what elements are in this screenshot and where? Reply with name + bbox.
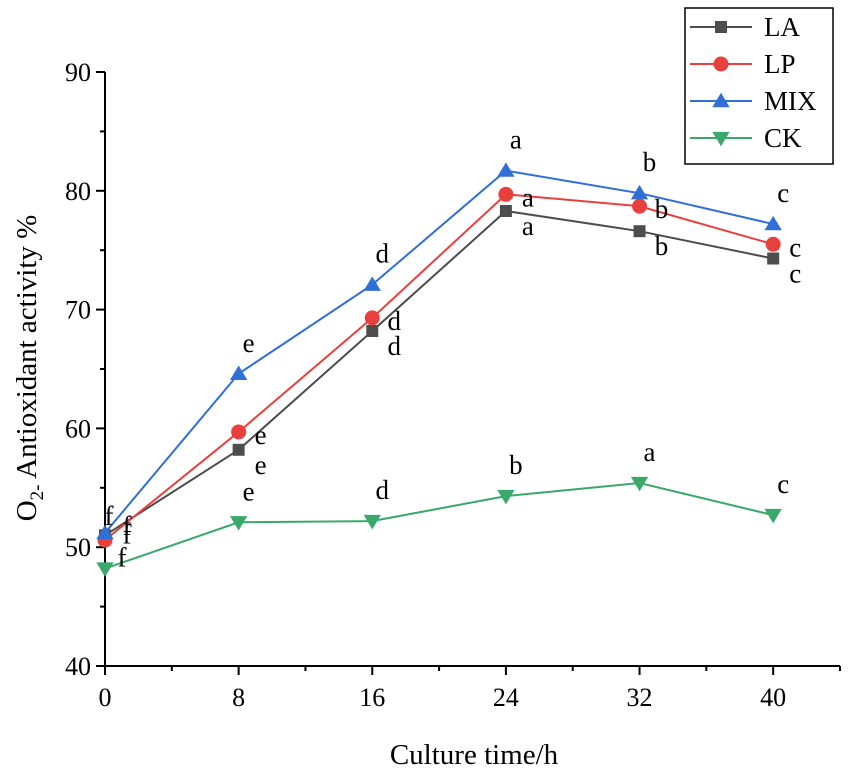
y-tick-label: 80 [65, 177, 91, 206]
y-tick-label: 60 [65, 414, 91, 443]
data-point-mix [630, 184, 649, 200]
sig-label-lp: d [388, 306, 402, 336]
significance-labels: f e d a b c f e d a b c f e d a b c f e d b a c [105, 125, 802, 573]
data-point-la [767, 252, 780, 265]
data-point-ck [229, 516, 248, 531]
legend-label-mix: MIX [764, 86, 817, 116]
data-point-mix [96, 524, 114, 540]
sig-label-ck: b [509, 450, 523, 480]
data-point-mix [497, 162, 515, 177]
data-point-mix [229, 365, 248, 380]
series-line-la [104, 209, 774, 537]
sig-label-mix: f [105, 501, 114, 531]
sig-label-mix: d [376, 239, 390, 269]
y-axis-title-main: O [11, 500, 43, 521]
data-point-lp [231, 424, 247, 440]
series-line-ck [104, 482, 774, 570]
sig-label-lp: e [255, 420, 267, 450]
x-tick-label: 8 [232, 683, 245, 712]
legend-marker-la [715, 21, 727, 33]
sig-label-lp: c [789, 232, 801, 262]
sig-label-mix: e [243, 328, 255, 358]
data-point-la [366, 324, 379, 337]
sig-label-ck: c [777, 469, 789, 499]
y-tick-label: 50 [65, 533, 91, 562]
sig-label-la: c [789, 259, 801, 289]
data-point-ck [764, 508, 782, 524]
data-point-lp [498, 186, 514, 202]
sig-label-la: a [522, 211, 534, 241]
series-line-lp [104, 193, 774, 541]
series-line-mix [104, 169, 774, 534]
data-point-ck [363, 514, 381, 530]
sig-label-mix: c [777, 178, 789, 208]
x-tick-label: 40 [760, 683, 786, 712]
data-point-lp [364, 310, 380, 326]
legend-label-ck: CK [764, 123, 802, 153]
sig-label-ck: d [376, 475, 390, 505]
legend-marker-lp [713, 56, 729, 72]
x-tick-label: 32 [627, 683, 653, 712]
sig-label-la: b [655, 231, 669, 261]
y-axis-title-rest: Antioxidant activity % [11, 215, 43, 485]
data-point-mix [363, 276, 381, 291]
x-tick-label: 0 [99, 683, 112, 712]
sig-label-la: d [388, 331, 402, 361]
series-markers [96, 162, 782, 577]
y-tick-label: 40 [65, 652, 91, 681]
data-point-lp [765, 236, 781, 252]
series-lines [104, 169, 774, 570]
legend-marker-mix [712, 92, 730, 108]
sig-label-ck: f [118, 543, 127, 573]
data-point-ck [96, 562, 114, 577]
sig-label-lp: b [655, 194, 669, 224]
sig-label-lp: f [123, 511, 132, 541]
sig-label-mix: a [510, 125, 522, 155]
y-axis-title: O2- Antioxidant activity % [11, 215, 48, 522]
legend-marker-ck [712, 131, 730, 147]
y-tick-label: 70 [65, 296, 91, 325]
sig-label-lp: a [522, 182, 534, 212]
sig-label-la: e [255, 450, 267, 480]
data-point-la [232, 443, 245, 456]
legend-label-lp: LP [764, 49, 796, 79]
sig-label-ck: a [644, 437, 656, 467]
x-axis-title: Culture time/h [390, 739, 559, 771]
x-tick-label: 24 [493, 683, 519, 712]
data-point-lp [632, 198, 648, 214]
data-point-ck [497, 489, 515, 505]
x-tick-label: 16 [359, 683, 385, 712]
data-point-la [633, 225, 646, 238]
data-point-la [499, 204, 512, 217]
y-tick-label: 90 [65, 58, 91, 87]
legend: LA LP MIX CK [684, 7, 834, 165]
y-axis-title-sub: 2- [27, 485, 48, 501]
data-point-ck [630, 476, 649, 492]
axes: 40 50 60 70 80 90 0 8 16 24 32 40 [65, 58, 841, 712]
data-point-mix [764, 215, 782, 231]
sig-label-la: f [123, 519, 132, 549]
sig-label-mix: b [643, 147, 657, 177]
legend-label-la: LA [764, 12, 800, 42]
sig-label-ck: e [243, 476, 255, 506]
